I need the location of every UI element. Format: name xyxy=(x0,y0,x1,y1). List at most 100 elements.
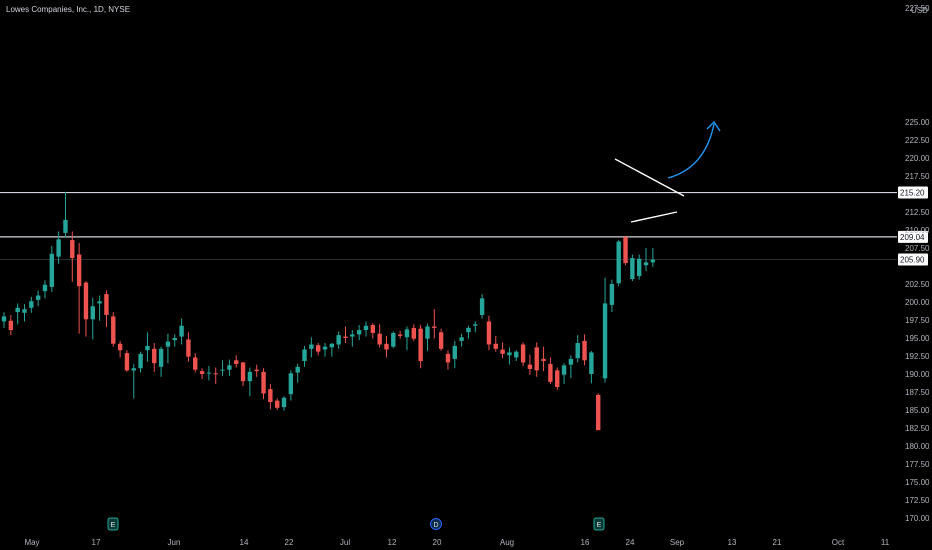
candle[interactable] xyxy=(254,364,259,377)
triangle-lower-trendline[interactable] xyxy=(630,211,678,223)
candle[interactable] xyxy=(636,254,642,280)
candle[interactable] xyxy=(63,191,68,238)
candle[interactable] xyxy=(261,368,266,400)
candle[interactable] xyxy=(275,398,280,410)
candle[interactable] xyxy=(582,334,587,366)
candle[interactable] xyxy=(438,328,444,351)
candle[interactable] xyxy=(179,318,184,345)
candle[interactable] xyxy=(391,331,396,349)
candle[interactable] xyxy=(343,326,348,344)
candle[interactable] xyxy=(49,245,55,292)
triangle-upper-trendline[interactable] xyxy=(614,158,685,197)
candle[interactable] xyxy=(8,314,14,336)
candle[interactable] xyxy=(363,321,369,337)
candle[interactable] xyxy=(561,363,567,385)
candle[interactable] xyxy=(172,334,177,347)
candle[interactable] xyxy=(350,330,355,347)
candle[interactable] xyxy=(281,396,287,411)
candle[interactable] xyxy=(193,353,198,373)
candle[interactable] xyxy=(268,384,273,410)
candle[interactable] xyxy=(302,345,307,367)
candle[interactable] xyxy=(15,303,20,325)
candle[interactable] xyxy=(609,279,615,313)
price-axis[interactable]: 227.50 USD 225.00 222.50 220.00 217.50 212.5… xyxy=(905,4,930,523)
candle[interactable] xyxy=(83,281,89,337)
candle[interactable] xyxy=(1,312,7,328)
candle[interactable] xyxy=(555,367,560,390)
candle[interactable] xyxy=(76,242,82,334)
candle[interactable] xyxy=(630,254,635,282)
candle[interactable] xyxy=(199,368,205,380)
candle[interactable] xyxy=(234,355,239,368)
candle[interactable] xyxy=(568,355,574,379)
candle[interactable] xyxy=(589,350,594,384)
candle[interactable] xyxy=(432,309,437,339)
candle[interactable] xyxy=(111,312,116,347)
candle[interactable] xyxy=(117,340,123,358)
candle[interactable] xyxy=(370,322,376,339)
candle[interactable] xyxy=(616,240,621,287)
candle[interactable] xyxy=(131,363,136,399)
candle[interactable] xyxy=(90,297,95,340)
candle[interactable] xyxy=(486,315,492,351)
candle[interactable] xyxy=(336,331,341,349)
candle[interactable] xyxy=(145,332,150,362)
candle[interactable] xyxy=(575,335,580,363)
candle[interactable] xyxy=(527,354,533,375)
candle[interactable] xyxy=(479,294,485,319)
candle[interactable] xyxy=(206,366,212,381)
candle[interactable] xyxy=(534,342,539,377)
candle[interactable] xyxy=(377,324,382,348)
candle[interactable] xyxy=(158,346,164,377)
candle[interactable] xyxy=(466,325,471,339)
projection-arrow-curve[interactable] xyxy=(667,123,715,179)
earnings-marker[interactable]: E xyxy=(107,517,119,531)
candle[interactable] xyxy=(514,350,519,362)
candle[interactable] xyxy=(247,367,253,397)
candle[interactable] xyxy=(356,325,362,341)
candle[interactable] xyxy=(329,343,335,357)
candle[interactable] xyxy=(541,346,546,372)
horizontal-levels[interactable]: 215.20 209.04 205.90 xyxy=(0,186,928,266)
candle[interactable] xyxy=(42,280,48,299)
candle[interactable] xyxy=(548,357,553,385)
candle[interactable] xyxy=(459,333,464,347)
earnings-marker[interactable]: D xyxy=(430,518,442,530)
candle[interactable] xyxy=(650,248,656,267)
candle[interactable] xyxy=(322,343,328,357)
candle[interactable] xyxy=(404,326,410,351)
candle[interactable] xyxy=(596,393,601,431)
candle[interactable] xyxy=(397,330,403,339)
candle[interactable] xyxy=(452,340,457,369)
candle[interactable] xyxy=(473,321,478,333)
candle[interactable] xyxy=(493,335,498,352)
candle[interactable] xyxy=(425,323,430,351)
candle[interactable] xyxy=(97,295,102,321)
candle[interactable] xyxy=(309,337,314,358)
candle[interactable] xyxy=(138,351,143,373)
candle[interactable] xyxy=(315,343,321,356)
candle[interactable] xyxy=(643,248,649,272)
candle[interactable] xyxy=(295,363,300,383)
projection-arrow-head[interactable] xyxy=(706,120,721,132)
candle[interactable] xyxy=(29,296,34,313)
candle[interactable] xyxy=(220,360,225,377)
candle[interactable] xyxy=(445,350,451,370)
candle[interactable] xyxy=(104,290,109,328)
drawings-layer[interactable] xyxy=(614,120,721,223)
candle[interactable] xyxy=(623,235,628,266)
candle[interactable] xyxy=(186,332,191,362)
candle[interactable] xyxy=(213,367,218,385)
candle[interactable] xyxy=(418,325,423,369)
candle[interactable] xyxy=(520,342,526,367)
candle[interactable] xyxy=(70,231,75,282)
candle[interactable] xyxy=(384,335,389,358)
candle[interactable] xyxy=(507,347,512,365)
candle[interactable] xyxy=(56,231,61,264)
candle[interactable] xyxy=(22,304,27,322)
earnings-marker[interactable]: E xyxy=(593,517,605,531)
candle[interactable] xyxy=(227,359,232,377)
candle[interactable] xyxy=(165,333,171,364)
